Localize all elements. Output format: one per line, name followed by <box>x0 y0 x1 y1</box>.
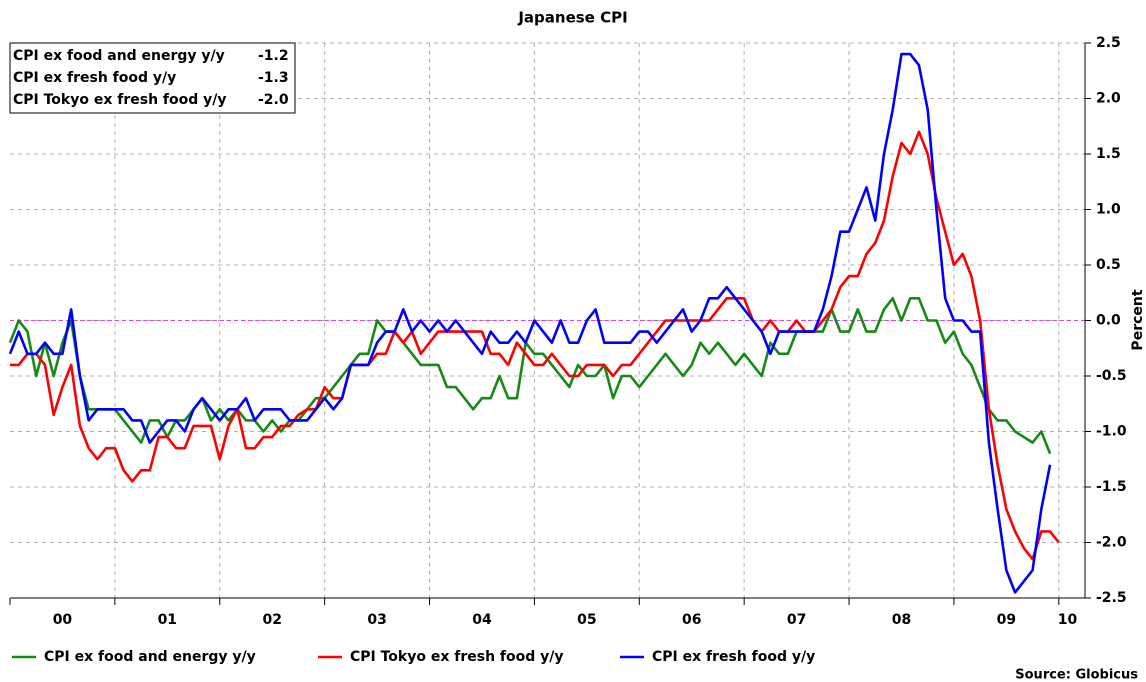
y-tick-label: -0.5 <box>1096 368 1127 384</box>
annotation-value: -1.3 <box>258 70 289 86</box>
y-tick-label: 0.5 <box>1096 257 1121 273</box>
x-tick-label: 03 <box>367 612 386 628</box>
y-tick-label: -1.0 <box>1096 424 1127 440</box>
series-line <box>8 52 1052 594</box>
y-tick-label: -2.5 <box>1096 590 1127 606</box>
x-tick-label: 04 <box>472 612 492 628</box>
x-tick-label: 02 <box>262 612 281 628</box>
legend-label: CPI ex food and energy y/y <box>44 649 256 665</box>
annotation-value: -1.2 <box>258 48 289 64</box>
annotation-value: -2.0 <box>258 92 289 108</box>
y-axis-label: Percent <box>1130 289 1146 350</box>
chart-title: Japanese CPI <box>517 9 627 27</box>
x-tick-label: 09 <box>997 612 1016 628</box>
x-tick-label: 07 <box>787 612 806 628</box>
source: Source: Globicus <box>1015 668 1138 682</box>
x-tick-label: 08 <box>892 612 911 628</box>
x-tick-label: 10 <box>1058 612 1078 628</box>
legend-label: CPI Tokyo ex fresh food y/y <box>350 649 564 665</box>
annotation-text: CPI Tokyo ex fresh food y/y <box>13 92 227 108</box>
x-tick-label: 00 <box>53 612 73 628</box>
annotation-text: CPI ex fresh food y/y <box>13 70 176 86</box>
x-tick-label: 05 <box>577 612 596 628</box>
y-tick-label: -1.5 <box>1096 479 1127 495</box>
y-tick-label: 1.0 <box>1096 202 1121 218</box>
series-line <box>10 130 1060 561</box>
legend-label: CPI ex fresh food y/y <box>652 649 815 665</box>
y-tick-label: 2.5 <box>1096 35 1121 51</box>
y-tick-label: 0.0 <box>1096 313 1121 329</box>
y-tick-label: 2.0 <box>1096 91 1121 107</box>
y-tick-label: -2.0 <box>1096 535 1127 551</box>
annotation-text: CPI ex food and energy y/y <box>13 48 225 64</box>
x-tick-label: 01 <box>158 612 177 628</box>
annotation-box <box>9 42 296 114</box>
series-line <box>8 297 1052 455</box>
x-tick-label: 06 <box>682 612 701 628</box>
y-tick-label: 1.5 <box>1096 146 1121 162</box>
